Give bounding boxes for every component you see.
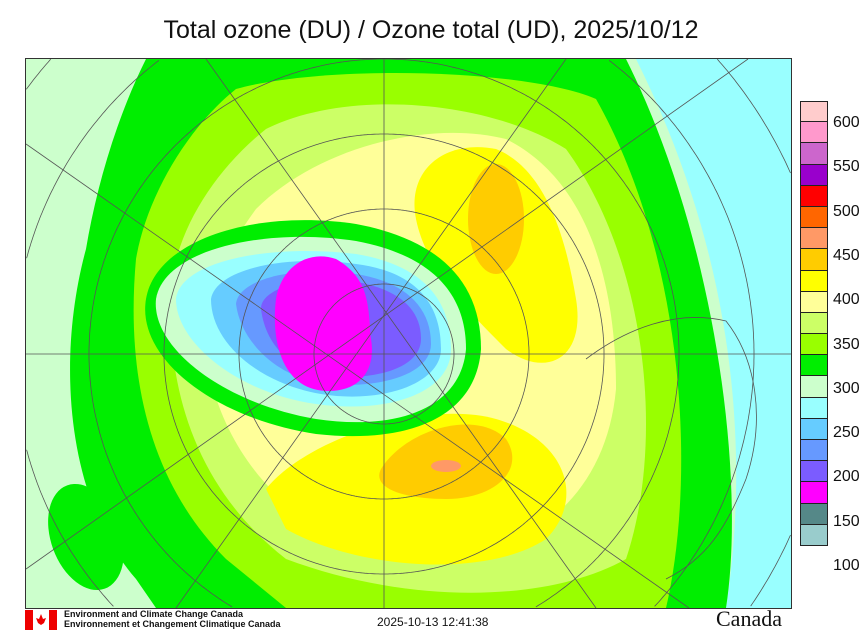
canada-flag-icon	[25, 610, 57, 630]
organization-name: Environment and Climate Change Canada Env…	[64, 609, 281, 629]
colorbar-swatch	[800, 164, 828, 186]
ozone-map	[25, 58, 792, 609]
colorbar-swatch	[800, 249, 828, 271]
colorbar-label: 150	[833, 512, 860, 530]
map-title: Total ozone (DU) / Ozone total (UD), 202…	[163, 16, 699, 44]
graticule-line	[175, 59, 567, 608]
region-orange-n	[468, 164, 524, 274]
latitude-circle	[238, 208, 530, 500]
colorbar-swatch	[800, 461, 828, 483]
colorbar-label: 600	[833, 114, 860, 131]
colorbar-label: 200	[833, 468, 860, 486]
latitude-circle	[535, 354, 680, 608]
colorbar	[800, 101, 828, 546]
org-name-fr: Environnement et Changement Climatique C…	[64, 619, 281, 629]
colorbar-swatch	[800, 355, 828, 377]
colorbar-swatch	[800, 122, 828, 144]
colorbar-label: 100	[833, 557, 860, 574]
latitude-circle	[716, 59, 791, 174]
region-lightorange	[431, 460, 461, 472]
latitude-circle	[88, 59, 680, 608]
colorbar-swatch	[800, 291, 828, 313]
colorbar-swatch	[800, 440, 828, 462]
latitude-circle	[313, 283, 455, 425]
graticule	[26, 59, 791, 608]
colorbar-swatch	[800, 482, 828, 504]
colorbar-label: 450	[833, 246, 860, 264]
colorbar-swatch	[800, 524, 828, 546]
colorbar-label: 400	[833, 291, 860, 309]
colorbar-swatch	[800, 101, 828, 123]
colorbar-label: 500	[833, 202, 860, 220]
region-cyan	[636, 59, 791, 608]
colorbar-swatch	[800, 503, 828, 525]
latitude-circle	[163, 133, 605, 575]
colorbar-label: 550	[833, 158, 860, 176]
colorbar-swatch	[800, 206, 828, 229]
graticule-line	[26, 143, 690, 608]
coastline	[585, 317, 757, 580]
latitude-circle	[26, 449, 114, 607]
colorbar-swatch	[800, 312, 828, 335]
colorbar-swatch	[800, 143, 828, 165]
colorbar-swatch	[800, 270, 828, 292]
colorbar-swatch	[800, 376, 828, 398]
blob-green-sw	[48, 483, 124, 591]
colorbar-label: 300	[833, 379, 860, 397]
latitude-circle	[654, 354, 755, 607]
colorbar-label: 250	[833, 424, 860, 442]
region-magenta	[274, 256, 372, 392]
latitude-circle	[26, 59, 52, 90]
graticule-line	[205, 59, 597, 608]
colorbar-swatch	[800, 185, 828, 207]
colorbar-label: 350	[833, 335, 860, 353]
colorbar-swatch	[800, 418, 828, 440]
latitude-circle	[750, 534, 791, 607]
canada-wordmark: Canada	[716, 606, 782, 631]
org-name-en: Environment and Climate Change Canada	[64, 609, 244, 619]
colorbar-swatch	[800, 397, 828, 419]
latitude-circle	[26, 60, 160, 259]
colorbar-swatch	[800, 334, 828, 356]
colorbar-swatch	[800, 228, 828, 250]
latitude-circle	[608, 60, 755, 354]
timestamp: 2025-10-13 12:41:38	[377, 615, 489, 629]
